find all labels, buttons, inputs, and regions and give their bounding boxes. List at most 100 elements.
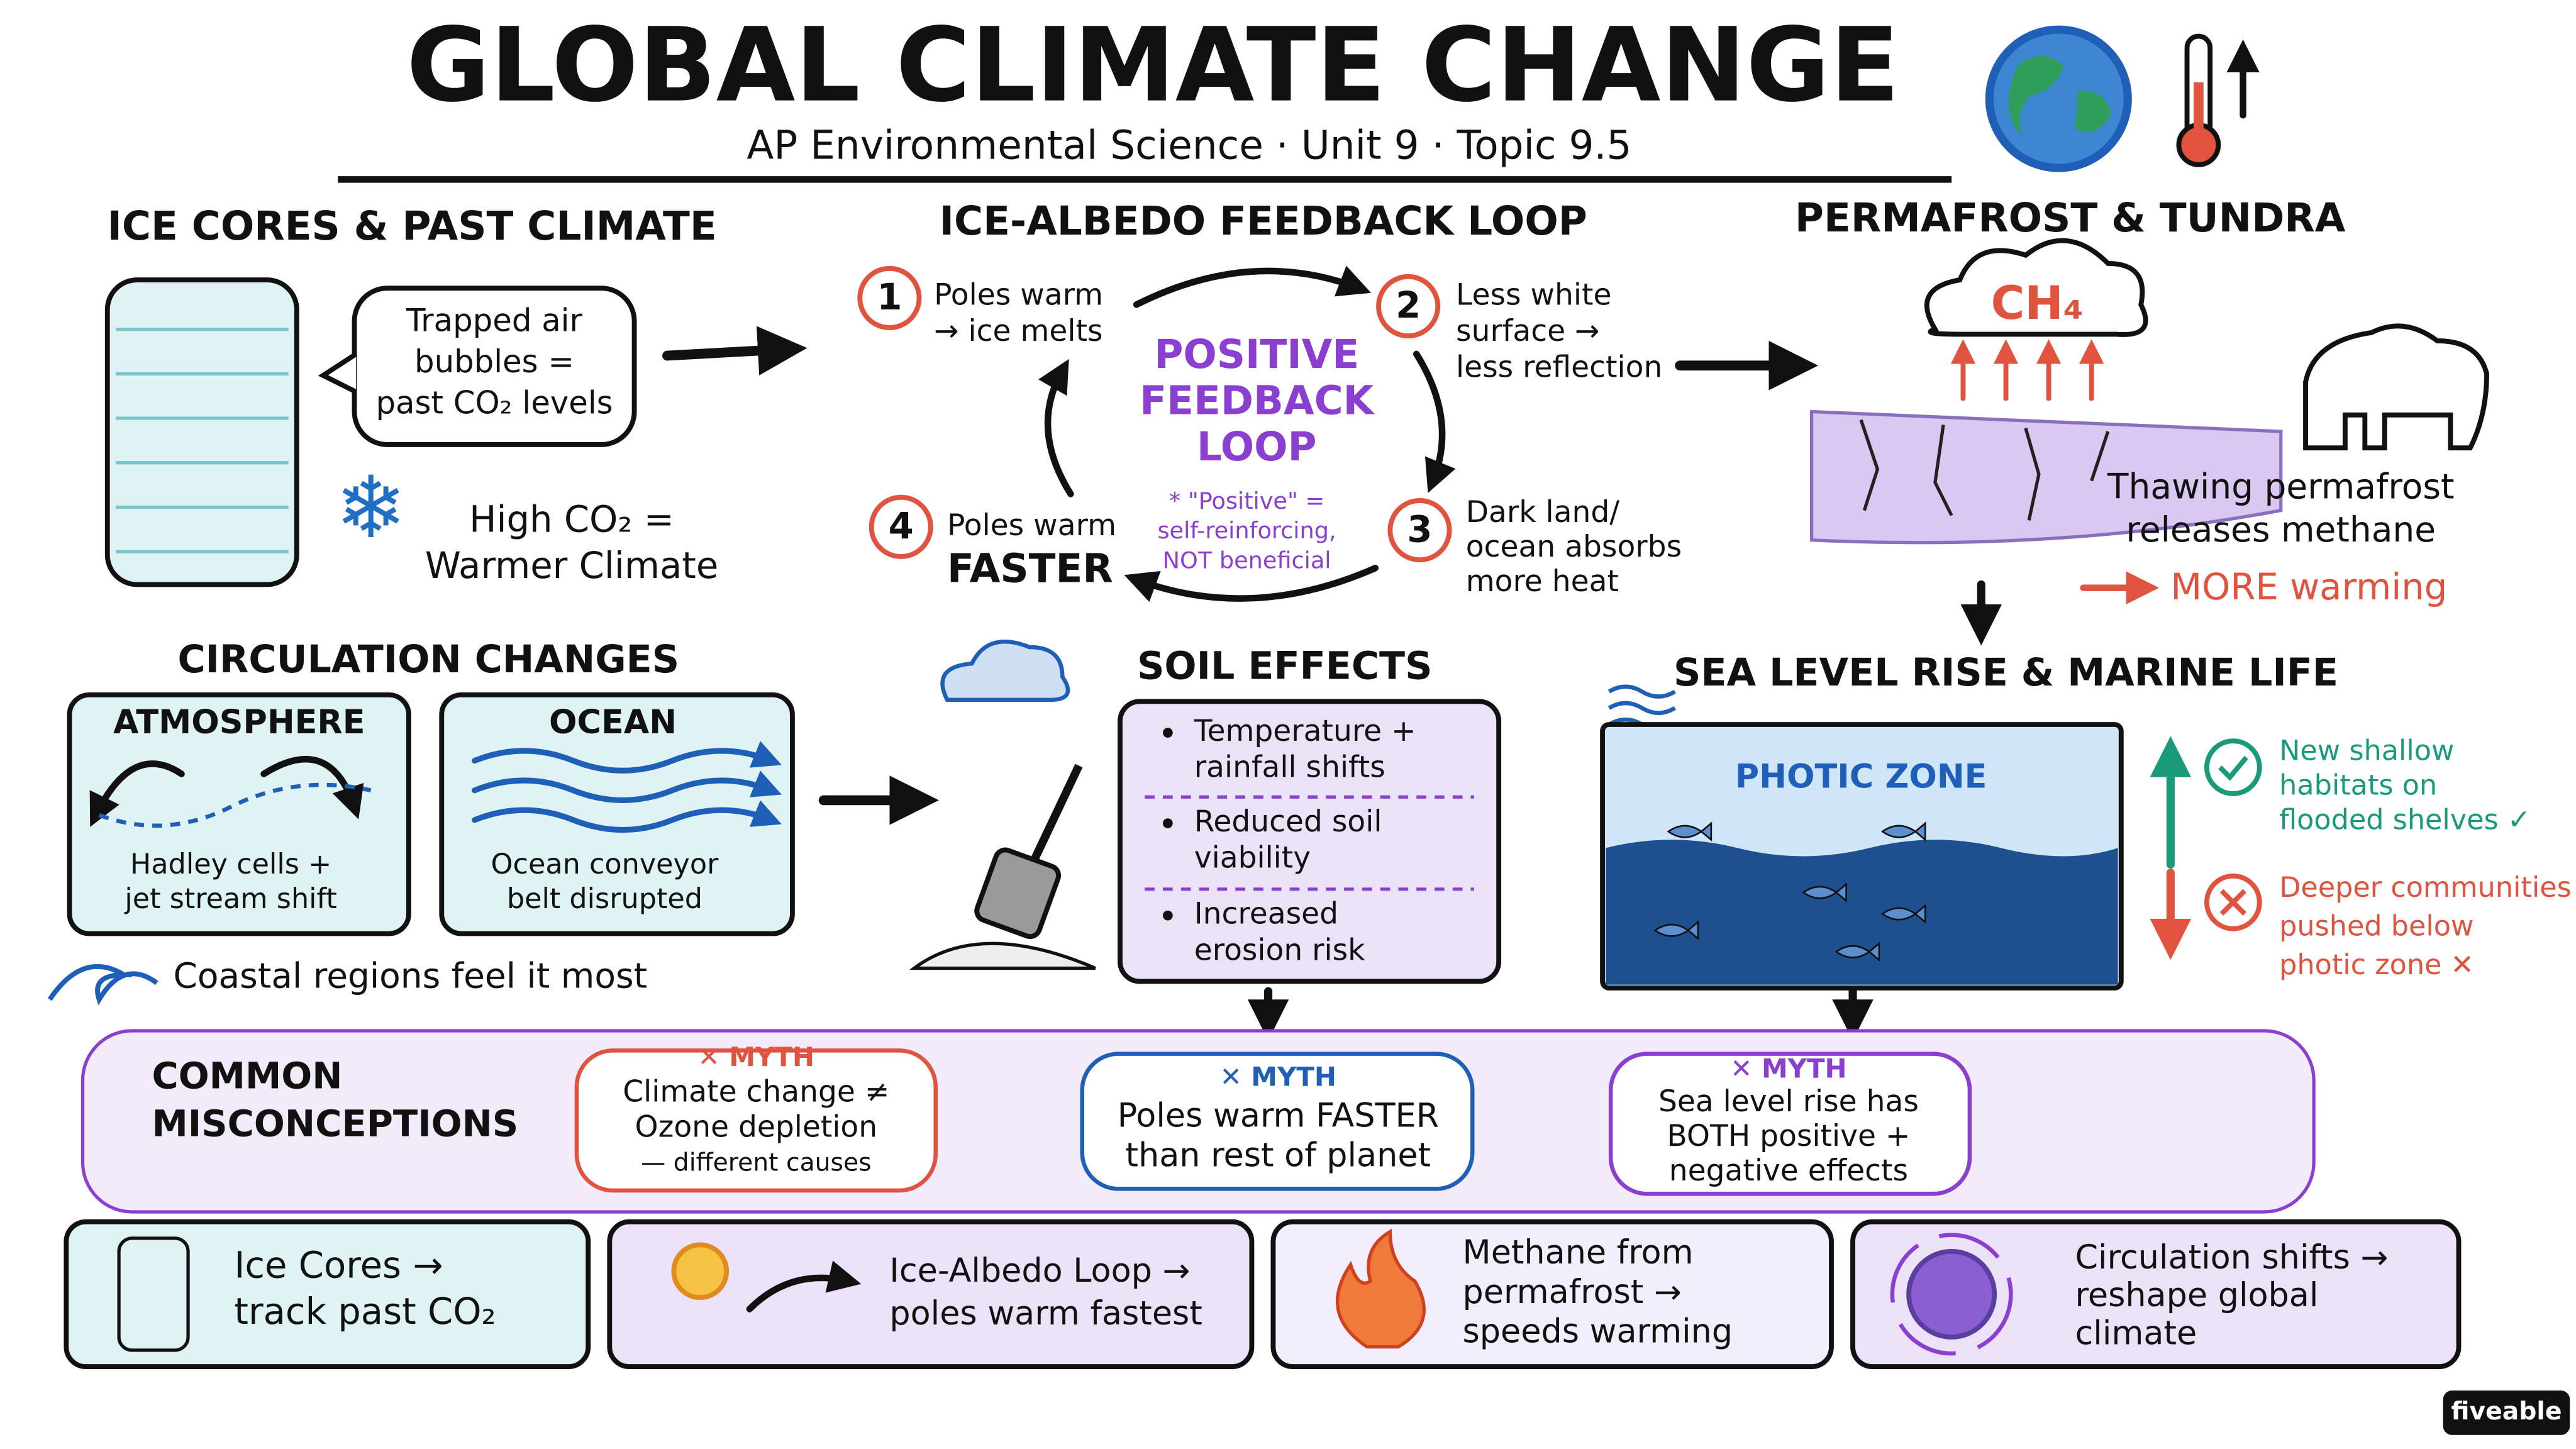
thermometer-fill [2194,82,2204,142]
myth-text: Ozone depletion [635,1110,878,1145]
step-text: Poles warm [947,508,1116,543]
step-text: more heat [1466,564,1619,599]
summary-card [64,1219,591,1370]
loop-arrow [1413,350,1456,493]
negative-text: Deeper communities [2279,872,2572,904]
section-title: ICE CORES & PAST CLIMATE [107,203,716,249]
bubble-text: Trapped air [406,303,582,339]
zone-label: PHOTIC ZONE [1735,757,1987,796]
step-text: Less white [1456,277,1611,312]
fish [1880,904,1926,924]
loop-arrow [1038,358,1074,497]
myth-text: than rest of planet [1126,1136,1431,1175]
positive-text: habitats on [2279,769,2437,801]
summary-card [607,1219,1255,1370]
step-text: Dark land/ [1466,495,1619,530]
step-number: 2 [1396,284,1421,326]
dirt-pile [909,941,1096,970]
step-number: 4 [889,505,914,547]
main-title: GLOBAL CLIMATE CHANGE [406,6,1899,125]
jet-arrow [89,760,185,827]
panel-text: belt disrupted [507,883,702,915]
myth-box [574,1048,938,1193]
section-title: CIRCULATION CHANGES [177,638,679,682]
banner-title: MISCONCEPTIONS [152,1102,518,1145]
fish [1880,821,1926,842]
positive-text: New shallow [2279,735,2454,767]
fish [1653,920,1699,941]
jet-arrow [260,756,364,819]
loop-center: LOOP [1197,424,1317,470]
rain-cloud [940,640,1070,702]
gas-label: CH₄ [1991,277,2084,330]
step-circle [1376,274,1441,339]
step-text: surface → [1456,314,1600,348]
cycle-ring [1890,1233,2013,1356]
bullet [1163,728,1173,738]
summary-text: Ice-Albedo Loop → [889,1252,1190,1290]
step-number: 3 [1407,508,1432,550]
soil-item: Reduced soil [1194,804,1382,839]
fish [1802,882,1847,902]
jet-stream [98,782,372,828]
section-title: SOIL EFFECTS [1137,645,1432,689]
sun-icon [671,1242,730,1301]
fish [1667,821,1713,842]
fish [1835,941,1880,962]
flow-arrow [662,326,808,375]
footnote: NOT beneficial [1163,547,1331,574]
loop-arrow [1124,565,1379,602]
wave-icon [47,964,158,1006]
summary-text: Ice Cores → [234,1245,443,1287]
globe-land [2008,56,2112,137]
myth-label: ✕ MYTH [698,1041,814,1072]
polar-bear [2303,323,2489,451]
summary-text: permafrost → [1463,1273,1682,1311]
brand-badge [2443,1391,2570,1435]
summary-text: climate [2075,1314,2197,1352]
panel [67,692,411,936]
soil-item: viability [1194,841,1311,875]
myth-text: Climate change ≠ [623,1074,889,1109]
step-circle [1387,498,1452,563]
bullet [1163,818,1173,828]
snowflake-icon: ❄ [335,458,407,558]
step-text: ocean absorbs [1466,530,1682,564]
loop-center: POSITIVE [1154,331,1359,377]
note-text: Warmer Climate [425,545,718,587]
section-title: SEA LEVEL RISE & MARINE LIFE [1674,651,2338,695]
mini-ice-core [117,1236,190,1352]
footnote: self-reinforcing, [1157,517,1336,544]
note-text: High CO₂ = [469,499,674,541]
panel-title: OCEAN [549,703,677,741]
section-title: PERMAFROST & TUNDRA [1795,195,2346,241]
subtitle: AP Environmental Science · Unit 9 · Topi… [747,123,1631,169]
check-mark [2218,755,2248,781]
myth-text: Sea level rise has [1658,1084,1919,1119]
soil-item: erosion risk [1194,933,1365,967]
ocean-wave [472,800,782,833]
x-circle [2204,873,2262,931]
permafrost-ground [1809,409,2283,545]
soil-item: rainfall shifts [1194,750,1385,785]
panel-text: Hadley cells + [130,848,331,880]
summary-text: Circulation shifts → [2075,1238,2388,1277]
ocean-wave [472,770,782,803]
cloud [1924,238,2148,337]
shovel-blade [974,847,1062,940]
soil-box [1118,699,1502,984]
shovel-handle [1030,763,1083,862]
bullet [1163,910,1173,921]
result-text: MORE warming [2170,566,2447,608]
myth-label: ✕ MYTH [1220,1061,1336,1092]
bubble-text: bubbles = [414,343,574,380]
soil-item: Increased [1194,897,1338,931]
step-text: less reflection [1456,350,1662,384]
banner-title: COMMON [152,1055,342,1097]
x-mark [2219,889,2246,916]
summary-text: track past CO₂ [234,1291,496,1333]
summary-text: Methane from [1463,1233,1694,1272]
positive-text: flooded shelves ✓ [2279,804,2531,836]
